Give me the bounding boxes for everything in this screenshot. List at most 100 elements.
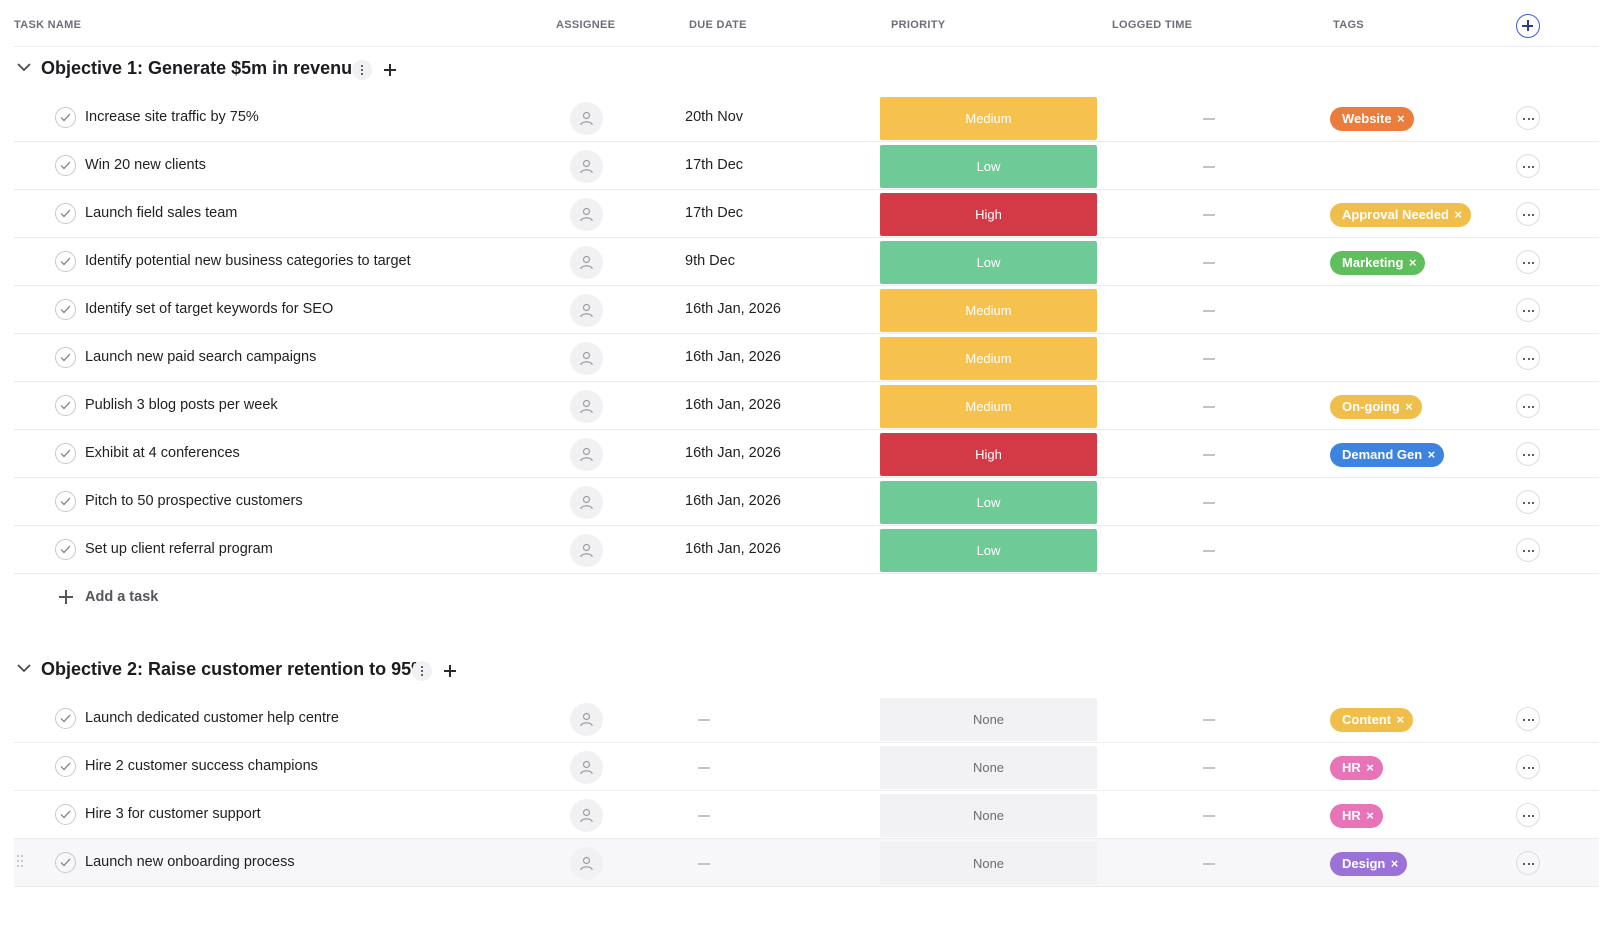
task-name[interactable]: Identify potential new business categori… — [85, 253, 411, 269]
row-more-button[interactable] — [1516, 202, 1540, 226]
logged-time-empty[interactable] — [1203, 214, 1215, 216]
priority-badge[interactable]: Medium — [880, 289, 1097, 332]
priority-badge[interactable]: High — [880, 433, 1097, 476]
table-row[interactable]: Identify set of target keywords for SEO 1… — [14, 286, 1599, 334]
row-more-button[interactable] — [1516, 538, 1540, 562]
tag-chip[interactable]: Demand Gen × — [1330, 443, 1445, 467]
group-add-button[interactable] — [440, 661, 460, 681]
column-header-assignee[interactable]: ASSIGNEE — [556, 19, 616, 31]
tag-chip[interactable]: Design × — [1330, 852, 1408, 876]
remove-tag-icon[interactable]: × — [1390, 856, 1399, 871]
row-more-button[interactable] — [1516, 442, 1540, 466]
due-date-empty[interactable] — [698, 815, 710, 817]
group-add-button[interactable] — [380, 60, 400, 80]
assignee-avatar[interactable] — [570, 703, 603, 736]
task-name[interactable]: Hire 3 for customer support — [85, 806, 261, 822]
due-date[interactable]: 9th Dec — [685, 253, 735, 269]
task-name[interactable]: Launch new onboarding process — [85, 854, 295, 870]
remove-tag-icon[interactable]: × — [1454, 207, 1462, 222]
table-row[interactable]: Hire 3 for customer support None HR × — [14, 791, 1599, 839]
column-header-due-date[interactable]: DUE DATE — [689, 19, 747, 31]
row-more-button[interactable] — [1516, 803, 1540, 827]
row-more-button[interactable] — [1516, 755, 1540, 779]
group-title[interactable]: Objective 2: Raise customer retention to… — [41, 659, 428, 679]
logged-time-empty[interactable] — [1203, 863, 1215, 865]
complete-checkbox[interactable] — [55, 852, 76, 873]
assignee-avatar[interactable] — [570, 390, 603, 423]
task-name[interactable]: Win 20 new clients — [85, 157, 206, 173]
logged-time-empty[interactable] — [1203, 815, 1215, 817]
priority-badge[interactable]: Medium — [880, 337, 1097, 380]
logged-time-empty[interactable] — [1203, 118, 1215, 120]
task-name[interactable]: Set up client referral program — [85, 541, 273, 557]
column-header-task-name[interactable]: TASK NAME — [14, 19, 82, 31]
complete-checkbox[interactable] — [55, 491, 76, 512]
assignee-avatar[interactable] — [570, 198, 603, 231]
priority-badge[interactable]: None — [880, 746, 1097, 789]
complete-checkbox[interactable] — [55, 395, 76, 416]
priority-badge[interactable]: Medium — [880, 97, 1097, 140]
assignee-avatar[interactable] — [570, 438, 603, 471]
table-row[interactable]: Launch field sales team 17th Dec High Appro… — [14, 190, 1599, 238]
complete-checkbox[interactable] — [55, 155, 76, 176]
remove-tag-icon[interactable]: × — [1366, 760, 1374, 775]
chevron-down-icon[interactable] — [17, 62, 31, 72]
assignee-avatar[interactable] — [570, 751, 603, 784]
due-date-empty[interactable] — [698, 767, 710, 769]
logged-time-empty[interactable] — [1203, 502, 1215, 504]
task-name[interactable]: Hire 2 customer success champions — [85, 758, 318, 774]
row-more-button[interactable] — [1516, 346, 1540, 370]
row-more-button[interactable] — [1516, 851, 1540, 875]
tag-chip[interactable]: HR × — [1330, 804, 1383, 828]
remove-tag-icon[interactable]: × — [1405, 399, 1413, 414]
priority-badge[interactable]: Low — [880, 145, 1097, 188]
due-date[interactable]: 20th Nov — [685, 109, 744, 125]
table-row[interactable]: Pitch to 50 prospective customers 16th Ja… — [14, 478, 1599, 526]
assignee-avatar[interactable] — [570, 102, 603, 135]
logged-time-empty[interactable] — [1203, 166, 1215, 168]
tag-chip[interactable]: Marketing × — [1330, 251, 1426, 275]
column-header-logged-time[interactable]: LOGGED TIME — [1112, 19, 1193, 31]
assignee-avatar[interactable] — [570, 534, 603, 567]
row-more-button[interactable] — [1516, 154, 1540, 178]
priority-badge[interactable]: None — [880, 842, 1097, 885]
logged-time-empty[interactable] — [1203, 310, 1215, 312]
complete-checkbox[interactable] — [55, 756, 76, 777]
table-row[interactable]: Exhibit at 4 conferences 16th Jan, 2026 Hi… — [14, 430, 1599, 478]
due-date[interactable]: 16th Jan, 2026 — [685, 493, 781, 509]
assignee-avatar[interactable] — [570, 294, 603, 327]
row-more-button[interactable] — [1516, 250, 1540, 274]
remove-tag-icon[interactable]: × — [1396, 712, 1405, 727]
chevron-down-icon[interactable] — [17, 663, 31, 673]
complete-checkbox[interactable] — [55, 804, 76, 825]
group-options-button[interactable] — [352, 60, 372, 80]
tag-chip[interactable]: Approval Needed × — [1330, 203, 1471, 227]
table-row[interactable]: Set up client referral program 16th Jan, … — [14, 526, 1599, 574]
priority-badge[interactable]: Medium — [880, 385, 1097, 428]
table-row[interactable]: Publish 3 blog posts per week 16th Jan, 2… — [14, 382, 1599, 430]
remove-tag-icon[interactable]: × — [1366, 808, 1374, 823]
table-row[interactable]: Launch new paid search campaigns 16th Jan… — [14, 334, 1599, 382]
table-row[interactable]: Identify potential new business categori… — [14, 238, 1599, 286]
group-title[interactable]: Objective 1: Generate $5m in revenue — [41, 58, 363, 78]
column-header-tags[interactable]: TAGS — [1333, 19, 1364, 31]
assignee-avatar[interactable] — [570, 150, 603, 183]
remove-tag-icon[interactable]: × — [1397, 111, 1405, 126]
complete-checkbox[interactable] — [55, 107, 76, 128]
row-more-button[interactable] — [1516, 394, 1540, 418]
priority-badge[interactable]: Low — [880, 241, 1097, 284]
add-column-button[interactable] — [1516, 14, 1540, 38]
priority-badge[interactable]: None — [880, 698, 1097, 741]
remove-tag-icon[interactable]: × — [1408, 255, 1417, 270]
task-name[interactable]: Launch new paid search campaigns — [85, 349, 317, 365]
assignee-avatar[interactable] — [570, 342, 603, 375]
logged-time-empty[interactable] — [1203, 719, 1215, 721]
due-date[interactable]: 16th Jan, 2026 — [685, 349, 781, 365]
assignee-avatar[interactable] — [570, 799, 603, 832]
complete-checkbox[interactable] — [55, 299, 76, 320]
priority-badge[interactable]: High — [880, 193, 1097, 236]
complete-checkbox[interactable] — [55, 539, 76, 560]
logged-time-empty[interactable] — [1203, 767, 1215, 769]
due-date-empty[interactable] — [698, 863, 710, 865]
remove-tag-icon[interactable]: × — [1427, 447, 1436, 462]
